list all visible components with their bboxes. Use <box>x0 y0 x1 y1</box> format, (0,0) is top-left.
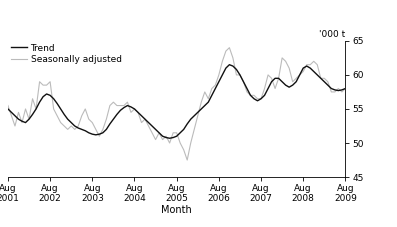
Seasonally adjusted <box>202 91 207 93</box>
Trend <box>30 113 35 116</box>
Line: Trend: Trend <box>8 65 345 138</box>
Seasonally adjusted <box>174 131 179 134</box>
Seasonally adjusted <box>6 104 10 107</box>
Seasonally adjusted <box>227 46 232 49</box>
Text: '000 t: '000 t <box>319 30 345 39</box>
Trend <box>93 133 98 136</box>
Trend <box>227 63 232 66</box>
X-axis label: Month: Month <box>161 205 192 215</box>
Seasonally adjusted <box>343 87 348 90</box>
Trend <box>6 108 10 110</box>
Seasonally adjusted <box>30 97 35 100</box>
Line: Seasonally adjusted: Seasonally adjusted <box>8 48 345 160</box>
Trend <box>167 137 172 140</box>
Seasonally adjusted <box>16 111 21 114</box>
Trend <box>178 131 183 134</box>
Trend <box>202 104 207 107</box>
Trend <box>273 77 278 80</box>
Trend <box>343 87 348 90</box>
Seasonally adjusted <box>185 159 190 161</box>
Trend <box>16 118 21 121</box>
Legend: Trend, Seasonally adjusted: Trend, Seasonally adjusted <box>9 42 123 66</box>
Seasonally adjusted <box>93 128 98 131</box>
Seasonally adjusted <box>273 87 278 90</box>
